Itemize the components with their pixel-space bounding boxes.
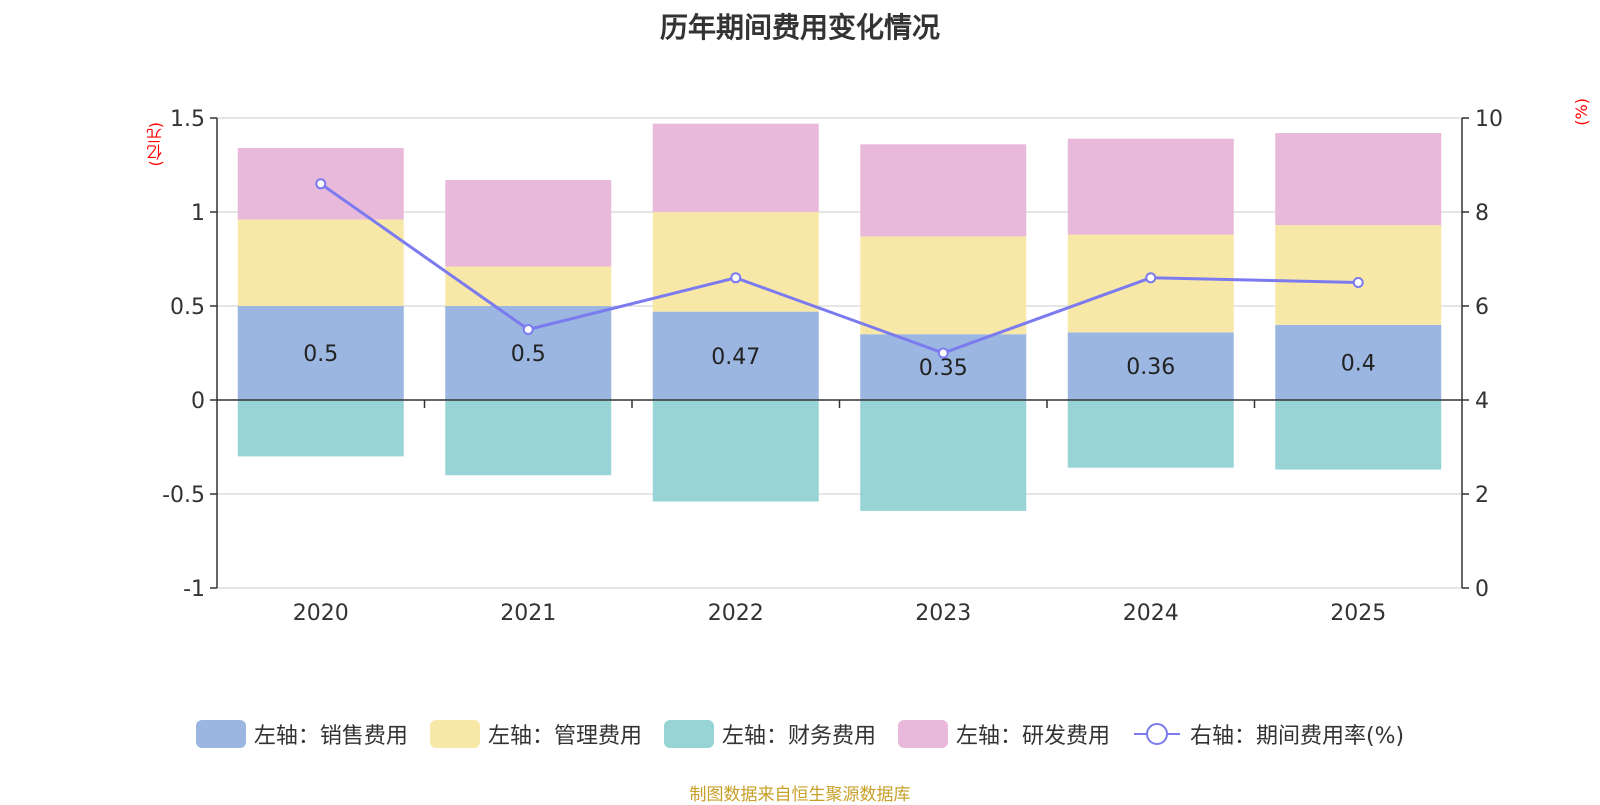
legend-label-admin: 左轴：管理费用 — [487, 724, 642, 749]
bar-2025-s3 — [1275, 133, 1442, 226]
legend-item-rnd[interactable]: 左轴：研发费用 — [897, 718, 1110, 750]
category-label-2021: 2021 — [500, 601, 556, 626]
bar-2022-s2 — [652, 400, 819, 502]
category-label-2024: 2024 — [1123, 601, 1179, 626]
left-tick-label: -0.5 — [162, 483, 205, 508]
bar-2022-s3 — [652, 123, 819, 212]
category-label-2020: 2020 — [293, 601, 349, 626]
bar-2020-s1 — [237, 219, 404, 306]
legend-label-expense-rate: 右轴：期间费用率(%) — [1189, 724, 1405, 749]
right-tick-label: 4 — [1475, 389, 1489, 414]
legend-item-admin[interactable]: 左轴：管理费用 — [429, 718, 642, 750]
bar-2024-s3 — [1067, 138, 1234, 235]
chart-title: 历年期间费用变化情况 — [659, 11, 940, 44]
right-tick-label: 6 — [1475, 295, 1489, 320]
left-tick-label: -1 — [183, 577, 205, 602]
left-tick-label: 0 — [191, 389, 205, 414]
legend: 左轴：销售费用 左轴：管理费用 左轴：财务费用 左轴：研发费用 右轴：期间费用率… — [0, 718, 1600, 750]
legend-line-marker-icon — [1133, 723, 1180, 745]
bar-2020-s0 — [237, 306, 404, 400]
bar-2025-s2 — [1275, 400, 1442, 470]
legend-label-finance: 左轴：财务费用 — [721, 724, 876, 749]
source-note: 制图数据来自恒生聚源数据库 — [689, 785, 911, 805]
expense-rate-point-2022 — [730, 272, 742, 284]
legend-swatch-admin — [429, 720, 480, 748]
data-label-sales-2022: 0.47 — [711, 345, 760, 370]
bar-2021-s1 — [445, 266, 612, 306]
bar-2023-s3 — [860, 144, 1027, 237]
right-tick-label: 10 — [1475, 107, 1503, 132]
right-tick-label: 8 — [1475, 201, 1489, 226]
bar-2023-s0 — [860, 334, 1027, 400]
expense-rate-point-2020 — [315, 178, 327, 190]
bar-2024-s0 — [1067, 332, 1234, 400]
data-label-sales-2024: 0.36 — [1126, 355, 1175, 380]
bar-2025-s1 — [1275, 225, 1442, 325]
legend-item-expense-rate[interactable]: 右轴：期间费用率(%) — [1132, 718, 1404, 750]
category-label-2025: 2025 — [1330, 601, 1386, 626]
bar-2024-s1 — [1067, 234, 1234, 333]
right-tick-label: 0 — [1475, 577, 1489, 602]
expense-rate-point-2021 — [522, 324, 534, 335]
bar-2021-s2 — [445, 400, 612, 476]
category-label-2022: 2022 — [708, 601, 764, 626]
bar-2024-s2 — [1067, 400, 1234, 468]
bar-2023-s1 — [860, 236, 1027, 335]
expense-rate-point-2025 — [1352, 277, 1364, 288]
legend-label-sales: 左轴：销售费用 — [253, 724, 408, 749]
right-tick-label: 2 — [1475, 483, 1489, 508]
legend-swatch-finance — [663, 720, 714, 748]
expense-rate-point-2024 — [1145, 272, 1157, 284]
expense-rate-point-2023 — [937, 347, 949, 359]
legend-item-sales[interactable]: 左轴：销售费用 — [195, 718, 408, 750]
legend-item-finance[interactable]: 左轴：财务费用 — [663, 718, 876, 750]
bar-2020-s2 — [237, 400, 404, 457]
data-label-sales-2025: 0.4 — [1341, 351, 1376, 376]
bar-2021-s3 — [445, 180, 612, 267]
legend-swatch-sales — [195, 720, 246, 748]
legend-label-rnd: 左轴：研发费用 — [955, 724, 1110, 749]
bar-2025-s0 — [1275, 324, 1442, 400]
legend-swatch-rnd — [897, 720, 948, 748]
bar-2021-s0 — [445, 306, 612, 400]
left-tick-label: 1 — [191, 201, 205, 226]
bar-2022-s1 — [652, 212, 819, 312]
category-label-2023: 2023 — [915, 601, 971, 626]
data-label-sales-2023: 0.35 — [919, 356, 968, 381]
data-label-sales-2020: 0.5 — [303, 342, 338, 367]
expense-rate-line — [319, 182, 1359, 355]
left-tick-label: 1.5 — [170, 107, 205, 132]
bar-2023-s2 — [860, 400, 1027, 511]
left-tick-label: 0.5 — [170, 295, 205, 320]
bar-2022-s0 — [652, 311, 819, 400]
data-label-sales-2021: 0.5 — [511, 342, 546, 367]
